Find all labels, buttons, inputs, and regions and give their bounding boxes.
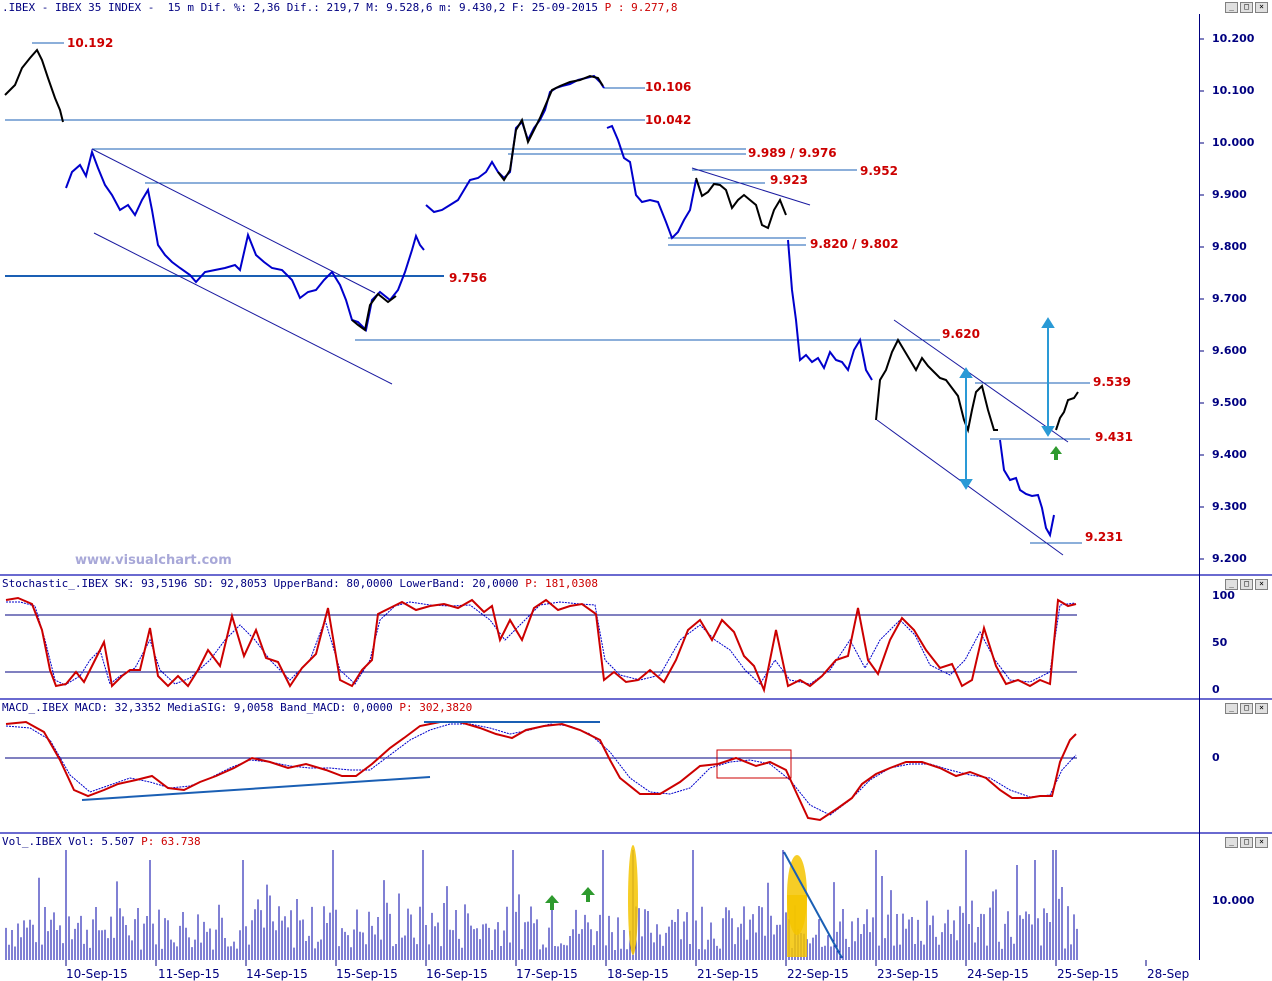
date-label: 11-Sep-15 <box>158 967 220 981</box>
minimize-button[interactable]: _ <box>1225 837 1238 848</box>
date-label: 23-Sep-15 <box>877 967 939 981</box>
maximize-button[interactable]: □ <box>1240 2 1253 13</box>
level-label-10042: 10.042 <box>645 113 692 127</box>
level-label-9923: 9.923 <box>770 173 808 187</box>
y-axis-line <box>1199 14 1200 960</box>
macd-tick: 0 <box>1212 751 1220 764</box>
date-label: 25-Sep-15 <box>1057 967 1119 981</box>
panel-separator[interactable] <box>0 832 1272 834</box>
price-tick: 9.900 <box>1212 188 1247 201</box>
close-button[interactable]: × <box>1255 837 1268 848</box>
vol-window-buttons: _ □ × <box>1225 837 1268 848</box>
date-label: 10-Sep-15 <box>66 967 128 981</box>
price-tick: 9.400 <box>1212 448 1247 461</box>
vol-tick: 10.000 <box>1212 894 1255 907</box>
date-label: 21-Sep-15 <box>697 967 759 981</box>
up-arrow-icon <box>1050 446 1062 460</box>
price-tick: 10.100 <box>1212 84 1255 97</box>
level-label-9431: 9.431 <box>1095 430 1133 444</box>
date-label: 18-Sep-15 <box>607 967 669 981</box>
close-button[interactable]: × <box>1255 703 1268 714</box>
price-panel-title: .IBEX - IBEX 35 INDEX - 15 m Dif. %: 2,3… <box>2 1 678 14</box>
stoch-title-text: Stochastic_.IBEX SK: 93,5196 SD: 92,8053… <box>2 577 519 590</box>
macd-p-value: P: 302,3820 <box>399 701 473 714</box>
date-label: 24-Sep-15 <box>967 967 1029 981</box>
price-tick: 9.800 <box>1212 240 1247 253</box>
maximize-button[interactable]: □ <box>1240 837 1253 848</box>
minimize-button[interactable]: _ <box>1225 2 1238 13</box>
vol-title-text: Vol_.IBEX Vol: 5.507 <box>2 835 135 848</box>
up-arrow-icon <box>581 887 595 902</box>
price-tick: 9.300 <box>1212 500 1247 513</box>
price-title-text: .IBEX - IBEX 35 INDEX - 15 m Dif. %: 2,3… <box>2 1 599 14</box>
maximize-button[interactable]: □ <box>1240 579 1253 590</box>
close-button[interactable]: × <box>1255 579 1268 590</box>
level-label-10106: 10.106 <box>645 80 692 94</box>
date-label: 14-Sep-15 <box>246 967 308 981</box>
macd-title-text: MACD_.IBEX MACD: 32,3352 MediaSIG: 9,005… <box>2 701 393 714</box>
price-tick: 10.000 <box>1212 136 1255 149</box>
minimize-button[interactable]: _ <box>1225 703 1238 714</box>
close-button[interactable]: × <box>1255 2 1268 13</box>
vol-panel-title: Vol_.IBEX Vol: 5.507 P: 63.738 <box>2 835 201 848</box>
stoch-tick: 50 <box>1212 636 1228 649</box>
price-p-value: P : 9.277,8 <box>604 1 678 14</box>
level-label-9989: 9.989 / 9.976 <box>748 146 837 160</box>
macd-window-buttons: _ □ × <box>1225 703 1268 714</box>
level-label-10192: 10.192 <box>67 36 114 50</box>
panel-separator[interactable] <box>0 574 1272 576</box>
level-label-9952: 9.952 <box>860 164 898 178</box>
minimize-button[interactable]: _ <box>1225 579 1238 590</box>
date-label: 22-Sep-15 <box>787 967 849 981</box>
price-tick: 9.500 <box>1212 396 1247 409</box>
level-label-9539: 9.539 <box>1093 375 1131 389</box>
price-tick: 9.700 <box>1212 292 1247 305</box>
price-window-buttons: _ □ × <box>1225 2 1268 13</box>
maximize-button[interactable]: □ <box>1240 703 1253 714</box>
macd-panel-title: MACD_.IBEX MACD: 32,3352 MediaSIG: 9,005… <box>2 701 472 714</box>
date-label: 15-Sep-15 <box>336 967 398 981</box>
stoch-window-buttons: _ □ × <box>1225 579 1268 590</box>
watermark: www.visualchart.com <box>75 553 232 568</box>
level-label-9620: 9.620 <box>942 327 980 341</box>
price-tick: 10.200 <box>1212 32 1255 45</box>
stoch-p-value: P: 181,0308 <box>525 577 599 590</box>
vol-p-value: P: 63.738 <box>141 835 201 848</box>
level-label-9231: 9.231 <box>1085 530 1123 544</box>
price-tick: 9.200 <box>1212 552 1247 565</box>
date-label: 17-Sep-15 <box>516 967 578 981</box>
level-label-9756: 9.756 <box>449 271 487 285</box>
stoch-tick: 100 <box>1212 589 1235 602</box>
level-label-9820: 9.820 / 9.802 <box>810 237 899 251</box>
date-label: 28-Sep <box>1147 967 1190 981</box>
stoch-tick: 0 <box>1212 683 1220 696</box>
up-arrow-icon <box>545 895 559 910</box>
price-tick: 9.600 <box>1212 344 1247 357</box>
stoch-panel-title: Stochastic_.IBEX SK: 93,5196 SD: 92,8053… <box>2 577 598 590</box>
panel-separator[interactable] <box>0 698 1272 700</box>
date-label: 16-Sep-15 <box>426 967 488 981</box>
